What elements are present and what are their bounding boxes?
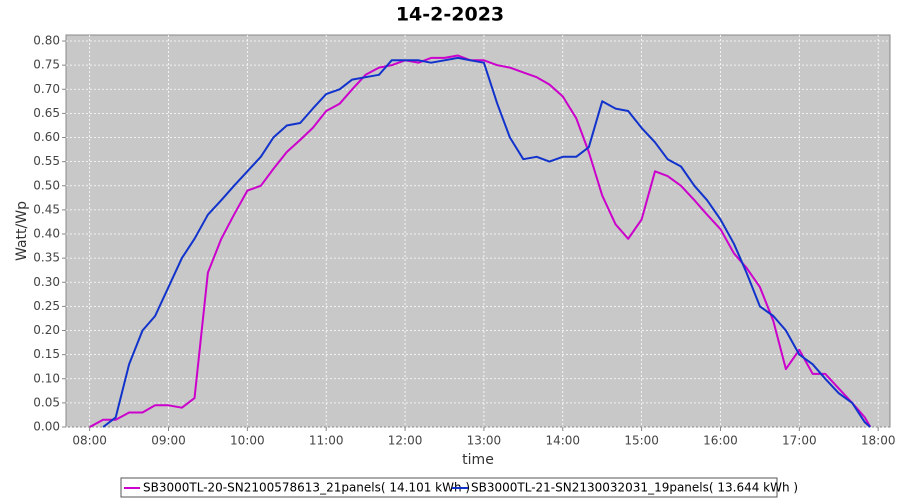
y-tick-label: 0.00	[33, 420, 60, 434]
y-tick-label: 0.30	[33, 275, 60, 289]
x-tick-label: 09:00	[151, 434, 186, 448]
y-tick-label: 0.80	[33, 34, 60, 48]
y-tick-label: 0.70	[33, 82, 60, 96]
series-line	[89, 54, 872, 428]
chart-title: 14-2-2023	[396, 4, 504, 26]
y-tick-label: 0.45	[33, 202, 60, 216]
y-tick-label: 0.50	[33, 178, 60, 192]
x-tick-label: 13:00	[467, 434, 502, 448]
y-tick-label: 0.65	[33, 106, 60, 120]
plot-area	[65, 34, 891, 428]
legend-box	[120, 477, 778, 498]
y-tick-label: 0.60	[33, 130, 60, 144]
x-tick-label: 10:00	[230, 434, 265, 448]
y-tick-label: 0.05	[33, 395, 60, 409]
x-tick-label: 17:00	[782, 434, 817, 448]
y-tick-label: 0.35	[33, 251, 60, 265]
x-tick-label: 16:00	[703, 434, 738, 448]
y-tick-label: 0.20	[33, 323, 60, 337]
y-tick-label: 0.25	[33, 299, 60, 313]
series-line	[102, 56, 871, 428]
x-tick-label: 08:00	[72, 434, 107, 448]
x-tick-label: 15:00	[624, 434, 659, 448]
x-tick-label: 11:00	[309, 434, 344, 448]
y-tick-label: 0.40	[33, 227, 60, 241]
x-tick-label: 14:00	[545, 434, 580, 448]
y-axis-label: Watt/Wp	[14, 201, 30, 261]
x-axis-label: time	[462, 452, 494, 468]
x-tick-label: 18:00	[861, 434, 896, 448]
y-tick-label: 0.10	[33, 371, 60, 385]
legend-label: SB3000TL-21-SN2130032031_19panels( 13.64…	[471, 481, 798, 495]
y-tick-label: 0.15	[33, 347, 60, 361]
y-tick-label: 0.55	[33, 154, 60, 168]
y-tick-label: 0.75	[33, 58, 60, 72]
x-tick-label: 12:00	[388, 434, 423, 448]
legend-label: SB3000TL-20-SN2100578613_21panels( 14.10…	[143, 481, 470, 495]
